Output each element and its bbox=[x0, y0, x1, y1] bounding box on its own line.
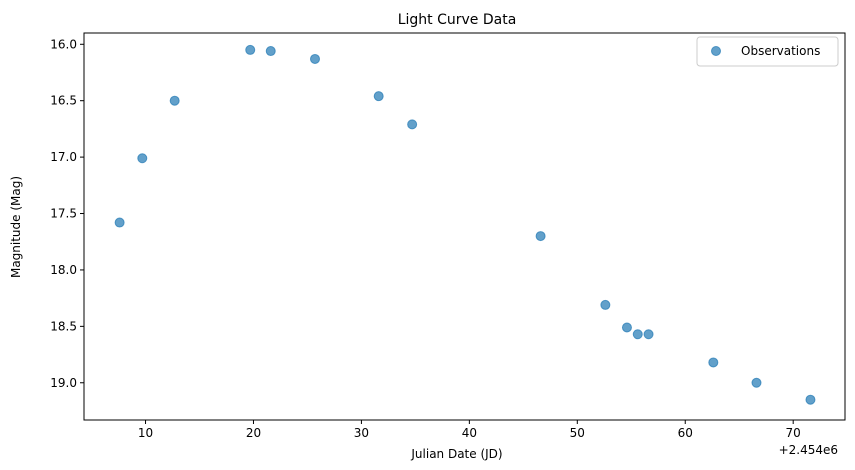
data-point bbox=[407, 119, 418, 130]
plot-area bbox=[83, 32, 846, 421]
x-tick-label: 30 bbox=[354, 426, 369, 440]
x-tick-label: 60 bbox=[678, 426, 693, 440]
data-point bbox=[643, 329, 654, 340]
legend: Observations bbox=[696, 36, 839, 67]
data-point bbox=[632, 329, 643, 340]
legend-box bbox=[696, 36, 839, 67]
data-point bbox=[708, 357, 719, 368]
data-point bbox=[600, 299, 611, 310]
data-point bbox=[245, 44, 256, 55]
y-tick-label: 16.5 bbox=[50, 94, 77, 108]
data-point bbox=[805, 394, 816, 405]
data-point bbox=[309, 53, 320, 64]
legend-label: Observations bbox=[741, 44, 820, 58]
data-point bbox=[621, 322, 632, 333]
y-tick-label: 19.0 bbox=[50, 376, 77, 390]
x-tick-label: 20 bbox=[246, 426, 261, 440]
data-point bbox=[373, 91, 384, 102]
data-point bbox=[114, 217, 125, 228]
y-tick-label: 18.5 bbox=[50, 319, 77, 333]
chart-title: Light Curve Data bbox=[398, 12, 517, 28]
x-axis-label: Julian Date (JD) bbox=[410, 447, 502, 461]
data-point bbox=[169, 95, 180, 106]
y-axis-label: Magnitude (Mag) bbox=[9, 176, 23, 278]
x-axis-offset-label: +2.454e6 bbox=[779, 443, 838, 457]
x-tick-label: 40 bbox=[462, 426, 477, 440]
x-axis-ticks: 10 20 30 40 50 60 70 bbox=[138, 420, 801, 440]
y-tick-label: 16.0 bbox=[50, 37, 77, 51]
x-tick-label: 50 bbox=[570, 426, 585, 440]
plot-frame bbox=[83, 32, 846, 421]
y-axis-ticks: 16.0 16.5 17.0 17.5 18.0 18.5 19.0 bbox=[50, 37, 84, 390]
data-point bbox=[751, 377, 762, 388]
x-tick-label: 10 bbox=[138, 426, 153, 440]
y-tick-label: 18.0 bbox=[50, 263, 77, 277]
data-point bbox=[535, 231, 546, 242]
y-tick-label: 17.0 bbox=[50, 150, 77, 164]
y-tick-label: 17.5 bbox=[50, 207, 77, 221]
data-point bbox=[137, 153, 148, 164]
x-tick-label: 70 bbox=[786, 426, 801, 440]
data-points bbox=[114, 44, 816, 405]
legend-marker bbox=[711, 46, 721, 56]
data-point bbox=[265, 46, 276, 57]
